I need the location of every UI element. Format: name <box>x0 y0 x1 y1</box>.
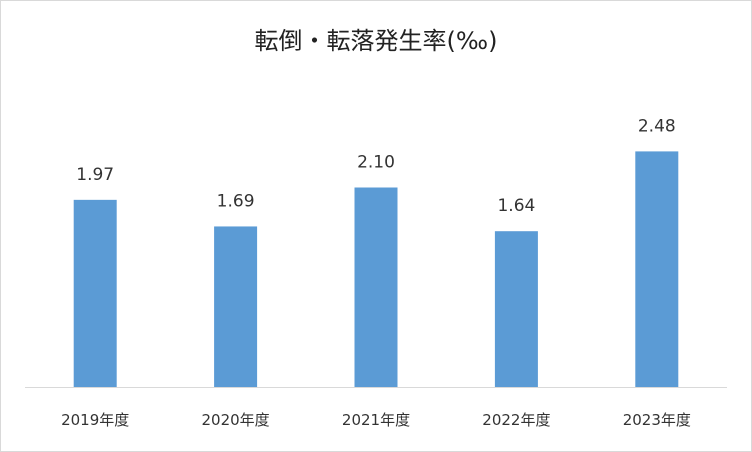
data-label-3: 2.10 <box>357 153 395 173</box>
x-tick-label-4: 2022年度 <box>482 411 550 429</box>
bar-2 <box>214 226 258 387</box>
data-label-4: 1.64 <box>497 196 535 216</box>
chart-title: 転倒・転落発生率(‰) <box>254 27 498 55</box>
data-label-2: 1.69 <box>217 191 255 211</box>
bar-5 <box>635 151 679 387</box>
bar-3 <box>354 187 398 387</box>
data-label-1: 1.97 <box>76 165 114 185</box>
x-tick-label-2: 2020年度 <box>202 411 270 429</box>
x-tick-label-3: 2021年度 <box>342 411 410 429</box>
x-tick-label-1: 2019年度 <box>61 411 129 429</box>
bar-1 <box>73 199 117 387</box>
bar-4 <box>494 231 538 387</box>
x-tick-label-5: 2023年度 <box>623 411 691 429</box>
data-label-5: 2.48 <box>638 116 676 136</box>
